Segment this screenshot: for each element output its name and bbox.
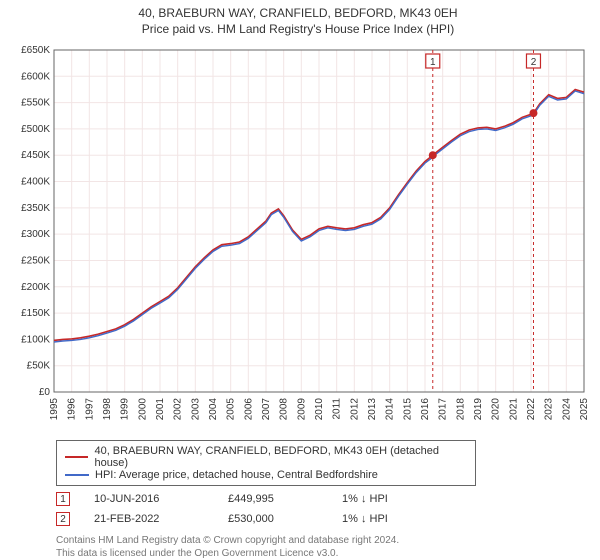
legend-swatch	[65, 474, 89, 476]
svg-text:2005: 2005	[226, 398, 237, 421]
chart-svg: £0 £50K £100K £150K £200K £250K £300K £350K £400…	[10, 44, 590, 434]
svg-text:2001: 2001	[155, 398, 166, 421]
callout-price: £449,995	[228, 493, 318, 505]
svg-text:2010: 2010	[314, 398, 325, 421]
svg-text:2024: 2024	[561, 398, 572, 421]
legend-swatch	[65, 456, 88, 458]
svg-text:£500K: £500K	[21, 124, 50, 135]
chart-title: 40, BRAEBURN WAY, CRANFIELD, BEDFORD, MK…	[6, 6, 590, 20]
chart-plot: £0 £50K £100K £150K £200K £250K £300K £350K £400…	[10, 44, 590, 434]
svg-text:1997: 1997	[84, 398, 95, 421]
footer-line-1: Contains HM Land Registry data © Crown c…	[56, 534, 590, 547]
svg-text:2015: 2015	[402, 398, 413, 421]
callout-price: £530,000	[228, 513, 318, 525]
svg-text:2013: 2013	[367, 398, 378, 421]
svg-text:2017: 2017	[438, 398, 449, 421]
svg-text:2016: 2016	[420, 398, 431, 421]
callout-pct: 1% ↓ HPI	[342, 513, 388, 525]
footer-line-2: This data is licensed under the Open Gov…	[56, 547, 590, 560]
callout-row: 2 21-FEB-2022 £530,000 1% ↓ HPI	[56, 512, 590, 526]
svg-text:£200K: £200K	[21, 282, 50, 293]
svg-text:2004: 2004	[208, 398, 219, 421]
callout-row: 1 10-JUN-2016 £449,995 1% ↓ HPI	[56, 492, 590, 506]
footer-attribution: Contains HM Land Registry data © Crown c…	[56, 534, 590, 560]
svg-text:2006: 2006	[243, 398, 254, 421]
svg-text:£100K: £100K	[21, 334, 50, 345]
svg-text:£50K: £50K	[27, 361, 51, 372]
chart-container: 40, BRAEBURN WAY, CRANFIELD, BEDFORD, MK…	[0, 0, 600, 560]
svg-text:2020: 2020	[491, 398, 502, 421]
svg-text:2019: 2019	[473, 398, 484, 421]
svg-text:2018: 2018	[455, 398, 466, 421]
svg-text:1: 1	[430, 57, 436, 68]
callout-pct: 1% ↓ HPI	[342, 493, 388, 505]
svg-text:1998: 1998	[102, 398, 113, 421]
legend-label: HPI: Average price, detached house, Cent…	[95, 469, 378, 481]
svg-text:£550K: £550K	[21, 98, 50, 109]
svg-text:2023: 2023	[544, 398, 555, 421]
chart-subtitle: Price paid vs. HM Land Registry's House …	[6, 22, 590, 36]
svg-text:£350K: £350K	[21, 203, 50, 214]
svg-text:2012: 2012	[349, 398, 360, 421]
svg-text:2: 2	[531, 57, 537, 68]
svg-text:£250K: £250K	[21, 255, 50, 266]
svg-text:2009: 2009	[296, 398, 307, 421]
svg-text:£450K: £450K	[21, 150, 50, 161]
callout-number-box: 1	[56, 492, 70, 506]
svg-text:£300K: £300K	[21, 229, 50, 240]
callout-table: 1 10-JUN-2016 £449,995 1% ↓ HPI 2 21-FEB-2022…	[6, 492, 590, 526]
svg-text:£150K: £150K	[21, 308, 50, 319]
svg-text:2000: 2000	[137, 398, 148, 421]
svg-text:2014: 2014	[385, 398, 396, 421]
svg-text:£400K: £400K	[21, 177, 50, 188]
callout-date: 10-JUN-2016	[94, 493, 204, 505]
callout-date: 21-FEB-2022	[94, 513, 204, 525]
legend-item: 40, BRAEBURN WAY, CRANFIELD, BEDFORD, MK…	[65, 445, 467, 469]
svg-text:2022: 2022	[526, 398, 537, 421]
svg-text:2008: 2008	[279, 398, 290, 421]
svg-text:1996: 1996	[67, 398, 78, 421]
svg-text:1999: 1999	[120, 398, 131, 421]
svg-text:1995: 1995	[49, 398, 60, 421]
svg-text:2021: 2021	[508, 398, 519, 421]
legend-item: HPI: Average price, detached house, Cent…	[65, 469, 467, 481]
svg-text:2007: 2007	[261, 398, 272, 421]
svg-text:£0: £0	[39, 387, 51, 398]
legend: 40, BRAEBURN WAY, CRANFIELD, BEDFORD, MK…	[56, 440, 476, 486]
legend-label: 40, BRAEBURN WAY, CRANFIELD, BEDFORD, MK…	[94, 445, 467, 469]
svg-text:2003: 2003	[190, 398, 201, 421]
svg-text:2011: 2011	[332, 398, 343, 420]
svg-text:£600K: £600K	[21, 71, 50, 82]
svg-text:2002: 2002	[173, 398, 184, 421]
callout-number-box: 2	[56, 512, 70, 526]
svg-text:2025: 2025	[579, 398, 590, 421]
svg-text:£650K: £650K	[21, 45, 50, 56]
